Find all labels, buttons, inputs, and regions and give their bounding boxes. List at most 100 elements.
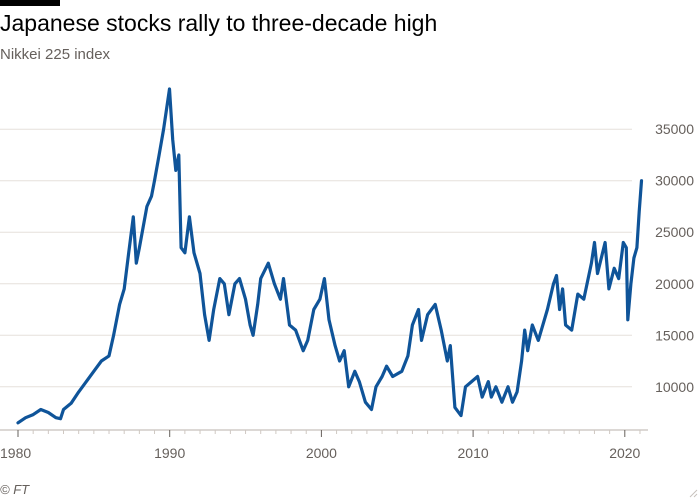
data-point-9 xyxy=(77,390,80,394)
data-point-87 xyxy=(481,395,484,399)
data-point-29 xyxy=(177,153,180,157)
data-point-121 xyxy=(635,246,639,249)
data-point-83 xyxy=(459,414,463,417)
data-point-105 xyxy=(564,323,567,327)
data-point-8 xyxy=(69,402,73,405)
data-point-16 xyxy=(123,287,126,291)
data-point-113 xyxy=(607,287,611,291)
x-tick-label-2010: 2010 xyxy=(458,445,489,461)
data-point-59 xyxy=(327,318,331,321)
data-point-33 xyxy=(192,251,196,254)
data-point-112 xyxy=(603,241,607,244)
source-credit: © FT xyxy=(0,482,30,497)
data-point-77 xyxy=(426,313,429,316)
x-axis: 1980 1990 2000 2010 2020 xyxy=(0,429,648,461)
data-point-48 xyxy=(267,262,270,265)
data-point-35 xyxy=(203,313,206,316)
data-point-117 xyxy=(625,246,628,249)
data-point-42 xyxy=(238,277,241,280)
data-point-15 xyxy=(118,303,121,306)
data-point-66 xyxy=(364,401,367,404)
data-point-123 xyxy=(640,179,643,182)
chart-title: Japanese stocks rally to three-decade hi… xyxy=(0,10,438,36)
data-point-98 xyxy=(531,323,534,327)
data-point-86 xyxy=(476,375,479,378)
data-point-51 xyxy=(282,277,285,280)
data-point-63 xyxy=(347,385,350,388)
data-point-115 xyxy=(617,277,620,280)
data-point-70 xyxy=(385,365,388,368)
data-point-46 xyxy=(256,303,259,306)
resize-corner-icon xyxy=(689,489,698,498)
data-point-25 xyxy=(162,128,165,131)
data-point-18 xyxy=(132,215,135,218)
data-point-30 xyxy=(179,246,183,249)
data-point-92 xyxy=(506,385,510,388)
series-layer xyxy=(16,87,644,425)
data-point-39 xyxy=(223,282,226,285)
x-tick-label-1990: 1990 xyxy=(154,445,185,461)
data-point-61 xyxy=(338,359,341,363)
data-point-43 xyxy=(244,298,247,301)
data-point-27 xyxy=(171,138,174,141)
data-point-114 xyxy=(613,267,616,270)
y-tick-label-10000: 10000 xyxy=(655,379,694,395)
data-point-3 xyxy=(39,408,42,411)
data-point-93 xyxy=(511,401,514,404)
data-point-89 xyxy=(490,395,493,399)
data-point-103 xyxy=(558,308,561,311)
y-tick-label-30000: 30000 xyxy=(655,173,694,189)
data-point-52 xyxy=(288,323,291,327)
data-point-119 xyxy=(629,282,633,285)
header-accent-bar xyxy=(0,0,60,6)
data-point-109 xyxy=(590,262,593,265)
data-point-76 xyxy=(420,339,423,342)
data-point-79 xyxy=(440,328,443,332)
data-point-68 xyxy=(374,385,378,388)
data-point-65 xyxy=(358,380,361,383)
data-point-100 xyxy=(546,308,549,311)
data-point-24 xyxy=(157,153,161,157)
data-point-21 xyxy=(145,205,149,208)
data-point-12 xyxy=(100,359,103,363)
data-point-34 xyxy=(198,272,202,275)
data-point-81 xyxy=(449,344,452,347)
data-point-64 xyxy=(353,370,356,373)
data-point-2 xyxy=(32,413,35,416)
x-tick-label-2020: 2020 xyxy=(609,445,640,461)
data-point-72 xyxy=(400,370,403,373)
data-point-1 xyxy=(24,416,27,419)
data-point-74 xyxy=(411,323,414,327)
data-point-102 xyxy=(555,274,558,277)
series-line-nikkei-225 xyxy=(16,87,644,425)
data-point-85 xyxy=(470,380,473,383)
data-point-106 xyxy=(570,328,573,332)
data-point-71 xyxy=(391,375,394,378)
data-point-40 xyxy=(227,313,231,316)
y-tick-label-20000: 20000 xyxy=(655,276,694,292)
data-point-26 xyxy=(168,87,171,91)
data-point-122 xyxy=(638,210,641,213)
data-point-56 xyxy=(312,308,315,311)
data-point-111 xyxy=(596,272,599,275)
data-point-108 xyxy=(582,298,585,301)
data-point-55 xyxy=(306,339,309,342)
data-point-97 xyxy=(526,349,529,352)
data-point-32 xyxy=(188,215,191,218)
x-tick-label-2000: 2000 xyxy=(306,445,337,461)
data-point-38 xyxy=(218,277,221,280)
data-point-4 xyxy=(47,411,50,414)
data-point-75 xyxy=(417,308,420,311)
data-point-84 xyxy=(464,385,467,388)
data-point-60 xyxy=(333,344,337,347)
y-tick-label-25000: 25000 xyxy=(655,224,694,240)
data-point-36 xyxy=(207,339,211,342)
y-tick-label-35000: 35000 xyxy=(655,121,694,137)
data-point-99 xyxy=(537,339,540,342)
data-point-28 xyxy=(174,169,177,172)
data-point-54 xyxy=(302,349,305,352)
data-point-82 xyxy=(453,406,457,409)
data-point-58 xyxy=(323,277,326,280)
data-point-6 xyxy=(59,417,62,420)
